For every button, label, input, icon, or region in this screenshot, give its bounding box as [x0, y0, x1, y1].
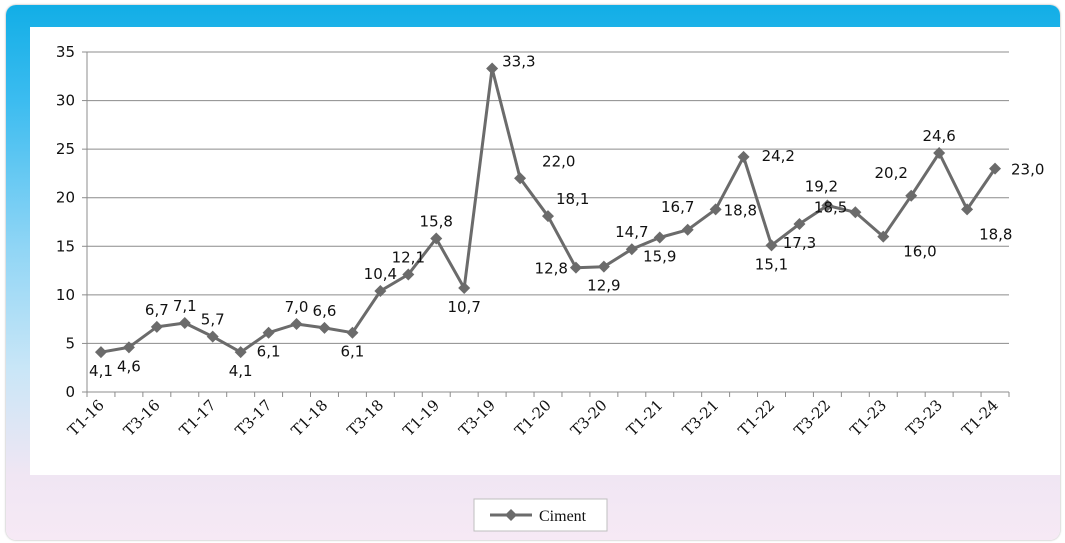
data-point	[821, 199, 834, 212]
data-point	[234, 346, 247, 359]
data-label: 6,1	[340, 343, 364, 361]
y-tick-label: 25	[56, 140, 75, 158]
data-label: 14,7	[615, 223, 648, 241]
data-label: 6,1	[257, 343, 281, 361]
data-point	[989, 162, 1002, 175]
legend-marker	[505, 509, 517, 521]
data-point	[765, 239, 778, 252]
legend: Ciment	[473, 498, 608, 532]
data-point	[961, 203, 974, 216]
data-point	[597, 260, 610, 273]
data-point	[402, 268, 415, 281]
data-point	[346, 326, 359, 339]
data-label: 12,8	[535, 260, 568, 278]
data-point	[905, 189, 918, 202]
data-label: 5,7	[201, 311, 225, 329]
data-point	[262, 326, 275, 339]
y-tick-label: 0	[65, 383, 75, 401]
data-label: 10,4	[364, 265, 397, 283]
data-point	[737, 150, 750, 163]
data-label: 18,5	[814, 198, 847, 216]
data-label: 15,9	[643, 248, 676, 266]
y-tick-label: 20	[56, 189, 75, 207]
data-label: 6,7	[145, 301, 169, 319]
data-label: 7,0	[285, 298, 309, 316]
data-point	[681, 223, 694, 236]
gridlines	[87, 51, 1009, 344]
data-label: 12,1	[392, 248, 425, 266]
y-tick-label: 35	[56, 43, 75, 61]
data-point	[933, 147, 946, 160]
data-label: 12,9	[587, 277, 620, 295]
data-labels: 4,1 4,66,7 7,15,74,16,17,0 6,66,110,412,115…	[89, 53, 1044, 381]
data-label: 18,8	[979, 225, 1012, 243]
data-label: 6,6	[313, 302, 337, 320]
data-label: 20,2	[875, 164, 908, 182]
data-label: 24,6	[922, 127, 955, 145]
y-tick-label: 15	[56, 237, 75, 255]
data-point	[374, 284, 387, 297]
plot-area	[30, 27, 1060, 475]
y-tick-label: 10	[56, 286, 75, 304]
data-label: 15,8	[420, 213, 453, 231]
data-label: 15,1	[755, 255, 788, 273]
data-point	[653, 231, 666, 244]
data-label: 10,7	[447, 298, 480, 316]
data-point	[849, 206, 862, 219]
data-point	[122, 341, 135, 354]
data-label: 17,3	[783, 234, 816, 252]
data-point	[542, 210, 554, 223]
data-point	[569, 261, 582, 274]
data-label: 23,0	[1011, 161, 1044, 179]
data-label: 33,3	[502, 53, 535, 71]
y-tick-label: 5	[65, 334, 75, 352]
data-label: 4,1	[229, 362, 253, 380]
legend-label: Ciment	[539, 508, 587, 525]
data-point	[318, 321, 331, 334]
series-ciment	[94, 62, 1002, 359]
data-point	[206, 330, 219, 343]
data-point	[793, 217, 806, 230]
data-point	[94, 346, 107, 359]
data-label: 4,6	[117, 357, 141, 375]
data-point	[458, 282, 471, 295]
data-point	[178, 317, 191, 330]
data-label: 22,0	[542, 152, 575, 170]
data-label: 19,2	[805, 177, 838, 195]
data-point	[625, 243, 638, 256]
axes	[82, 51, 1010, 397]
data-point	[709, 203, 722, 216]
y-tick-labels: 0 5 10 15 20 25 30 35	[56, 43, 75, 401]
data-point	[877, 230, 890, 243]
data-label: 7,1	[173, 297, 197, 315]
y-tick-label: 30	[56, 92, 75, 110]
data-point	[150, 320, 163, 333]
data-point	[486, 62, 499, 75]
data-label: 16,0	[903, 243, 936, 261]
data-label: 18,1	[556, 190, 589, 208]
data-label: 24,2	[762, 147, 795, 165]
data-point	[514, 172, 527, 185]
data-label: 16,7	[661, 198, 694, 216]
data-label: 4,1	[89, 362, 113, 380]
data-point	[290, 318, 303, 330]
data-label: 18,8	[724, 201, 757, 219]
data-point	[430, 232, 443, 245]
